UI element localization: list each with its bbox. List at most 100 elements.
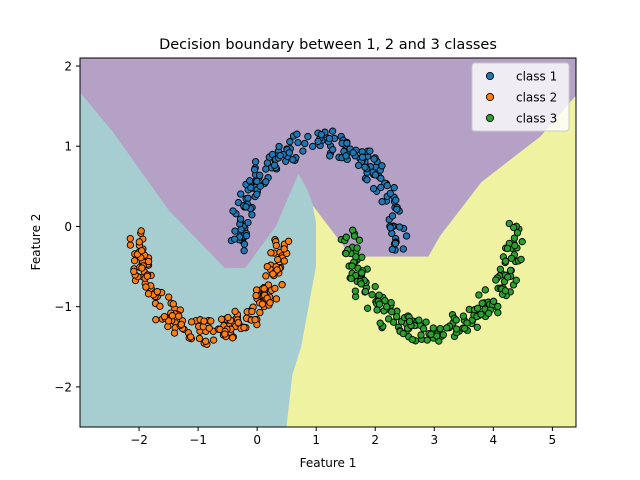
point-class-1 [377, 183, 385, 192]
point-class-1 [388, 212, 397, 220]
point-class-1 [325, 134, 334, 143]
point-class-2 [228, 334, 237, 342]
point-class-1 [399, 245, 407, 253]
legend-label: class 2 [516, 91, 557, 105]
point-class-1 [328, 127, 337, 135]
point-class-1 [370, 155, 378, 163]
y-axis-label: Feature 2 [29, 214, 43, 271]
x-tick-label: −1 [189, 433, 207, 447]
point-class-3 [422, 318, 430, 326]
point-class-2 [271, 284, 279, 293]
point-class-3 [389, 318, 398, 326]
point-class-1 [253, 190, 261, 198]
point-class-1 [286, 138, 294, 146]
point-class-2 [256, 308, 264, 317]
point-class-2 [126, 234, 134, 243]
x-tick-label: −2 [130, 433, 148, 447]
point-class-3 [452, 325, 461, 333]
point-class-3 [461, 324, 469, 333]
point-class-1 [314, 137, 322, 146]
point-class-3 [352, 253, 360, 261]
point-class-2 [165, 293, 173, 301]
point-class-3 [473, 323, 481, 331]
point-class-3 [504, 273, 512, 281]
y-tick-label: −1 [54, 300, 72, 314]
point-class-3 [408, 335, 417, 344]
point-class-2 [168, 312, 177, 320]
point-class-3 [507, 254, 516, 263]
point-class-3 [443, 324, 451, 332]
x-tick-label: 0 [253, 433, 261, 447]
point-class-2 [138, 264, 146, 272]
point-class-1 [275, 142, 283, 151]
point-class-2 [266, 299, 274, 307]
point-class-1 [343, 139, 351, 147]
legend-marker-class-2 [485, 92, 495, 102]
legend-label: class 3 [516, 112, 557, 126]
point-class-2 [251, 316, 259, 324]
point-class-1 [246, 177, 254, 185]
point-class-1 [391, 239, 400, 248]
point-class-2 [284, 237, 293, 245]
point-class-1 [236, 215, 245, 223]
point-class-3 [388, 308, 396, 316]
point-class-3 [517, 255, 525, 264]
point-class-3 [452, 316, 460, 324]
point-class-1 [358, 153, 367, 161]
point-class-1 [276, 151, 284, 160]
point-class-2 [224, 313, 232, 322]
point-class-1 [301, 139, 309, 148]
point-class-3 [506, 266, 515, 275]
point-class-3 [439, 331, 448, 339]
point-class-1 [242, 232, 251, 240]
point-class-1 [309, 142, 317, 151]
y-tick-label: −2 [54, 380, 72, 394]
point-class-2 [262, 272, 270, 280]
point-class-1 [386, 189, 395, 198]
point-class-2 [280, 245, 288, 253]
point-class-2 [177, 320, 185, 329]
point-class-2 [195, 334, 204, 343]
point-class-3 [347, 274, 355, 283]
point-class-1 [378, 198, 386, 206]
point-class-3 [510, 234, 519, 242]
legend-label: class 1 [516, 70, 557, 84]
point-class-3 [353, 244, 361, 252]
scatter-points [126, 127, 526, 348]
legend-marker-class-1 [485, 71, 495, 81]
point-class-3 [512, 276, 520, 284]
point-class-2 [269, 270, 277, 278]
point-class-3 [481, 286, 489, 294]
point-class-2 [142, 283, 150, 291]
point-class-3 [459, 312, 468, 320]
point-class-3 [376, 319, 384, 327]
point-class-1 [395, 223, 404, 231]
point-class-2 [144, 290, 153, 298]
y-tick-label: 2 [64, 60, 72, 74]
point-class-1 [383, 181, 391, 190]
point-class-1 [388, 245, 396, 254]
point-class-1 [317, 130, 326, 139]
point-class-2 [234, 319, 242, 327]
point-class-3 [358, 253, 366, 261]
point-class-1 [369, 184, 378, 193]
point-class-1 [229, 207, 237, 215]
point-class-1 [342, 152, 350, 160]
point-class-2 [164, 317, 173, 325]
point-class-2 [274, 255, 282, 264]
point-class-3 [510, 223, 518, 232]
point-class-2 [202, 337, 210, 345]
point-class-3 [342, 249, 350, 258]
point-class-3 [371, 282, 379, 291]
point-class-1 [256, 182, 264, 190]
point-class-2 [248, 307, 256, 316]
point-class-2 [130, 257, 139, 265]
point-class-2 [175, 312, 183, 320]
point-class-1 [242, 203, 250, 211]
point-class-3 [358, 269, 366, 277]
decision-regions [80, 58, 576, 427]
point-class-1 [231, 227, 239, 235]
point-class-2 [260, 284, 268, 293]
point-class-1 [329, 145, 337, 154]
